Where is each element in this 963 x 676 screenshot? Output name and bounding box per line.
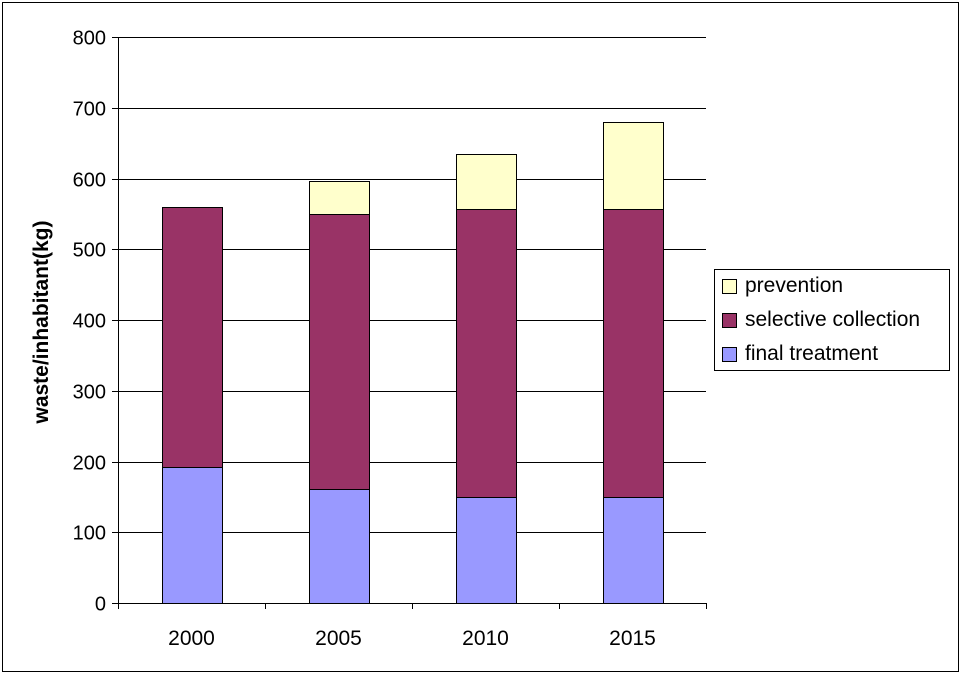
y-tick-label: 0 [95,594,106,616]
bar-prevention-2005 [309,181,370,215]
tick-labels: 0 100 200 300 400 500 600 700 800 2000 2005 2010 201… [73,28,656,651]
legend-swatch-final-treatment [722,346,737,362]
legend-label-prevention: prevention [745,274,844,297]
bar-selective-collection-2000 [162,207,223,468]
legend-item-prevention: prevention [722,274,843,298]
bar-prevention-2010 [456,154,517,210]
legend: prevention selective collection final tr… [714,269,950,371]
y-tick-label: 800 [73,28,106,50]
y-axis-label: waste/inhabitant(kg) [30,220,53,424]
bar-final-treatment-2005 [309,489,370,604]
y-tick-label: 200 [73,453,106,475]
y-tick-label: 300 [73,382,106,404]
legend-swatch-selective-collection [722,312,737,328]
legend-item-selective-collection: selective collection [722,308,920,332]
bar-prevention-2015 [603,122,664,210]
axes [112,37,707,609]
x-tick-label: 2000 [168,627,215,650]
legend-label-final-treatment: final treatment [745,342,879,365]
x-tick-label: 2005 [315,627,362,650]
bar-final-treatment-2010 [456,497,517,604]
y-tick-label: 100 [73,523,106,545]
x-tick-label: 2010 [462,627,509,650]
y-tick-label: 700 [73,99,106,121]
bar-selective-collection-2015 [603,209,664,498]
bars [162,122,664,604]
legend-swatch-prevention [722,278,737,294]
bar-final-treatment-2015 [603,497,664,604]
y-tick-label: 600 [73,170,106,192]
legend-item-final-treatment: final treatment [722,342,878,366]
y-tick-label: 500 [73,240,106,262]
y-tick-label: 400 [73,311,106,333]
x-tick-label: 2015 [609,627,656,650]
bar-selective-collection-2010 [456,209,517,498]
bar-selective-collection-2005 [309,214,370,490]
bar-final-treatment-2000 [162,467,223,604]
legend-label-selective-collection: selective collection [745,308,921,331]
